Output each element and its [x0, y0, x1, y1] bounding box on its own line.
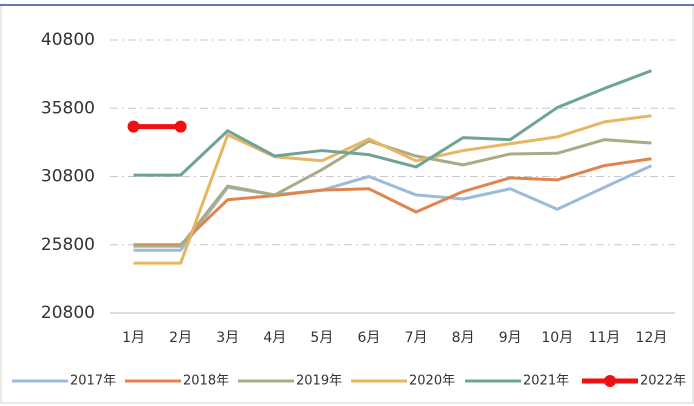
x-tick-label: 2月 [169, 330, 192, 346]
x-tick-label: 3月 [216, 330, 239, 346]
frame [0, 4, 694, 404]
x-tick-label: 8月 [452, 330, 475, 346]
series-line [133, 157, 652, 247]
series-line [133, 114, 652, 265]
series-marker [127, 120, 140, 133]
legend-label: 2019年 [296, 374, 342, 389]
x-tick-label: 6月 [357, 330, 380, 346]
legend-label: 2020年 [409, 374, 455, 389]
y-tick-label: 25800 [41, 235, 95, 255]
y-tick-label: 40800 [41, 30, 95, 50]
legend-marker [604, 375, 616, 387]
legend-label: 2018年 [183, 374, 229, 389]
x-tick-label: 5月 [310, 330, 333, 346]
x-tick-label: 10月 [541, 330, 573, 346]
y-tick-label: 20800 [41, 303, 95, 323]
legend-label: 2021年 [523, 374, 569, 389]
x-tick-label: 11月 [588, 330, 620, 346]
legend-label: 2022年 [640, 374, 686, 389]
y-tick-label: 35800 [41, 98, 95, 118]
series-marker [174, 120, 187, 133]
series-line [133, 69, 652, 177]
x-tick-label: 9月 [499, 330, 522, 346]
x-tick-label: 1月 [122, 330, 145, 346]
x-tick-label: 7月 [405, 330, 428, 346]
y-tick-label: 30800 [41, 167, 95, 187]
x-tick-label: 4月 [263, 330, 286, 346]
x-tick-label: 12月 [636, 330, 668, 346]
legend-label: 2017年 [70, 374, 116, 389]
